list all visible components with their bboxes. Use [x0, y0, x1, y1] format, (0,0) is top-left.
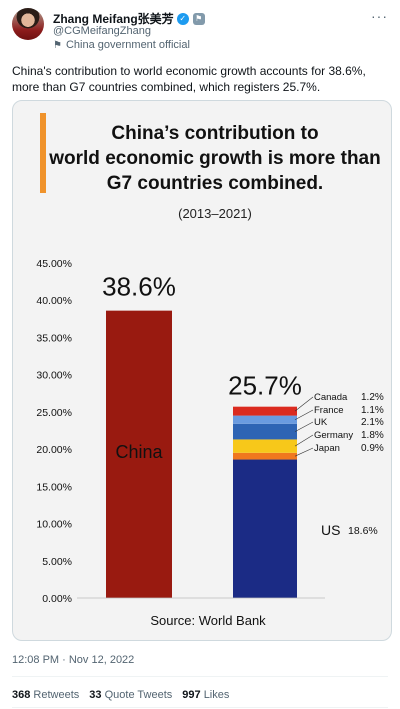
y-tick-label: 35.00% [36, 332, 72, 344]
engagement-stats: 368 Retweets 33 Quote Tweets 997 Likes [12, 689, 229, 701]
likes-count: 997 [182, 689, 201, 701]
retweets-stat[interactable]: 368 Retweets [12, 689, 79, 701]
title-accent-bar [40, 113, 46, 193]
bar-value-label: 38.6% [102, 272, 176, 302]
tweet-header: Zhang Meifang张美芳 ✓ ⚑ @CGMeifangZhang ⚑ C… [12, 8, 388, 54]
quote-tweets-label: Quote Tweets [104, 689, 173, 701]
y-tick-label: 0.00% [42, 593, 72, 605]
stack-segment [233, 415, 297, 424]
likes-label: Likes [203, 689, 230, 701]
stack-segment [233, 452, 297, 460]
y-tick-label: 10.00% [36, 519, 72, 531]
bar-china [106, 310, 172, 598]
bar-value-label: 25.7% [228, 371, 302, 401]
display-name[interactable]: Zhang Meifang张美芳 [53, 12, 174, 26]
chart: China’s contribution to world economic gr… [36, 113, 384, 628]
retweets-label: Retweets [33, 689, 80, 701]
chart-title-line: world economic growth is more than [48, 148, 380, 169]
segment-value-label: 1.2% [361, 392, 384, 403]
divider [12, 707, 388, 708]
segment-value-label: 0.9% [361, 443, 384, 454]
retweets-count: 368 [12, 689, 31, 701]
account-label: ⚑ China government official [53, 39, 190, 51]
government-badge-icon: ⚑ [192, 12, 205, 25]
chart-title-line: G7 countries combined. [107, 173, 323, 194]
segment-name-label: UK [314, 417, 328, 428]
segment-name-label: Canada [314, 392, 348, 403]
segment-value-label: 1.1% [361, 405, 384, 416]
tweet-text: China's contribution to world economic g… [12, 64, 366, 94]
divider [12, 676, 388, 677]
segment-name-label: Japan [314, 443, 340, 454]
segment-leader-line [294, 409, 314, 420]
y-tick-label: 40.00% [36, 295, 72, 307]
segment-leader-line [294, 421, 314, 432]
chart-subtitle: (2013–2021) [178, 206, 252, 221]
chart-title-line: China’s contribution to [111, 123, 318, 144]
name-row: Zhang Meifang张美芳 ✓ ⚑ [53, 10, 205, 27]
stack-segment [233, 439, 297, 453]
more-options-icon[interactable]: ··· [371, 8, 388, 24]
y-tick-label: 15.00% [36, 481, 72, 493]
tweet-image-chart[interactable]: China’s contribution to world economic gr… [12, 100, 392, 641]
bar-category-label: China [115, 442, 163, 462]
account-label-text: China government official [65, 39, 190, 51]
verified-badge-icon: ✓ [176, 12, 189, 25]
y-tick-label: 5.00% [42, 556, 72, 568]
quote-tweets-stat[interactable]: 33 Quote Tweets [89, 689, 172, 701]
segment-leader-line [294, 447, 314, 457]
y-tick-label: 30.00% [36, 370, 72, 382]
segment-name-label: US [321, 522, 340, 538]
flag-icon: ⚑ [53, 39, 62, 51]
stack-segment [233, 459, 297, 598]
likes-stat[interactable]: 997 Likes [182, 689, 229, 701]
handle[interactable]: @CGMeifangZhang [53, 25, 151, 37]
segment-value-label: 2.1% [361, 417, 384, 428]
y-tick-label: 20.00% [36, 444, 72, 456]
y-tick-label: 25.00% [36, 407, 72, 419]
timestamp[interactable]: 12:08 PM · Nov 12, 2022 [12, 654, 135, 666]
quote-tweets-count: 33 [89, 689, 102, 701]
y-tick-label: 45.00% [36, 258, 72, 270]
segment-leader-line [294, 396, 314, 412]
stack-segment [233, 406, 297, 416]
segment-name-label: France [314, 405, 344, 416]
chart-source: Source: World Bank [150, 613, 266, 628]
segment-value-label: 1.8% [361, 430, 384, 441]
stack-segment [233, 423, 297, 440]
segment-value-label: 18.6% [348, 525, 378, 537]
segment-name-label: Germany [314, 430, 353, 441]
segment-leader-line [294, 434, 314, 447]
avatar[interactable] [12, 8, 44, 40]
